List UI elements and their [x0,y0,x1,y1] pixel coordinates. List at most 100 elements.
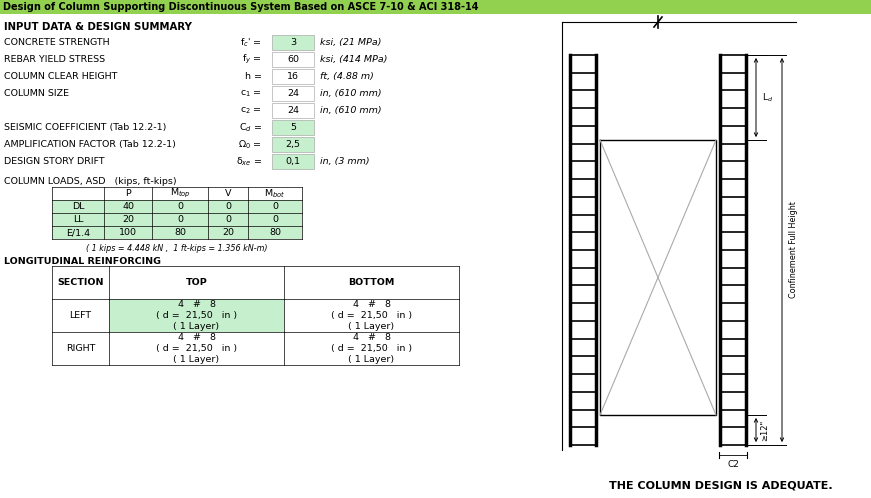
Text: 24: 24 [287,106,299,115]
Text: ( 1 Layer): ( 1 Layer) [348,322,395,331]
Text: 80: 80 [174,228,186,237]
Bar [152,200,207,213]
Text: RIGHT: RIGHT [66,344,95,353]
Text: 4   #   8: 4 # 8 [353,333,390,342]
Bar [272,154,314,169]
Text: c$_1$ =: c$_1$ = [240,88,262,99]
Bar [105,213,152,226]
Text: f$_c$' =: f$_c$' = [240,36,262,49]
Text: in, (3 mm): in, (3 mm) [320,157,369,166]
Text: SEISMIC COEFFICIENT (Tab 12.2-1): SEISMIC COEFFICIENT (Tab 12.2-1) [4,123,166,132]
Bar [152,226,207,239]
Text: COLUMN SIZE: COLUMN SIZE [4,89,69,98]
Bar [272,35,314,50]
Bar [248,226,301,239]
Bar [52,213,104,226]
Bar [272,69,314,84]
Text: 100: 100 [119,228,137,237]
Text: ( 1 Layer): ( 1 Layer) [173,322,219,331]
Text: C2: C2 [727,460,739,469]
Text: SECTION: SECTION [57,278,104,287]
Bar [272,137,314,152]
Bar [208,200,247,213]
Text: AMPLIFICATION FACTOR (Tab 12.2-1): AMPLIFICATION FACTOR (Tab 12.2-1) [4,140,176,149]
Bar [109,299,284,332]
Bar [272,86,314,101]
Bar [208,226,247,239]
Text: THE COLUMN DESIGN IS ADEQUATE.: THE COLUMN DESIGN IS ADEQUATE. [609,480,833,490]
Text: Design of Column Supporting Discontinuous System Based on ASCE 7-10 & ACI 318-14: Design of Column Supporting Discontinuou… [3,2,478,12]
Text: 20: 20 [222,228,234,237]
Text: in, (610 mm): in, (610 mm) [320,89,381,98]
Bar [152,213,207,226]
Text: 4   #   8: 4 # 8 [178,333,215,342]
Text: f$_y$ =: f$_y$ = [242,53,262,66]
Text: ( d =  21,50   in ): ( d = 21,50 in ) [156,344,237,353]
Text: 0: 0 [177,202,183,211]
Text: DESIGN STORY DRIFT: DESIGN STORY DRIFT [4,157,105,166]
Text: ksi, (414 MPa): ksi, (414 MPa) [320,55,388,64]
Bar [0,0,871,14]
Bar [272,52,314,67]
Text: REBAR YIELD STRESS: REBAR YIELD STRESS [4,55,105,64]
Text: P: P [125,189,131,198]
Text: E/1.4: E/1.4 [66,228,90,237]
Text: in, (610 mm): in, (610 mm) [320,106,381,115]
Text: M$_{top}$: M$_{top}$ [170,187,191,200]
Text: COLUMN CLEAR HEIGHT: COLUMN CLEAR HEIGHT [4,72,118,81]
Text: ( 1 Layer): ( 1 Layer) [173,355,219,364]
Text: 0: 0 [272,202,278,211]
Bar [272,120,314,135]
Text: 20: 20 [122,215,134,224]
Text: 0: 0 [225,202,231,211]
Text: 0,1: 0,1 [286,157,300,166]
Text: ft, (4.88 m): ft, (4.88 m) [320,72,374,81]
Text: LEFT: LEFT [70,311,91,320]
Text: δ$_{xe}$ =: δ$_{xe}$ = [236,155,262,168]
Text: 3: 3 [290,38,296,47]
Bar [272,103,314,118]
Text: COLUMN LOADS, ASD   (kips, ft-kips): COLUMN LOADS, ASD (kips, ft-kips) [4,176,177,185]
Text: INPUT DATA & DESIGN SUMMARY: INPUT DATA & DESIGN SUMMARY [4,22,192,32]
Text: ( 1 kips = 4.448 kN ,  1 ft-kips = 1.356 kN-m): ( 1 kips = 4.448 kN , 1 ft-kips = 1.356 … [86,244,267,252]
Text: c$_2$ =: c$_2$ = [240,105,262,116]
Text: DL: DL [71,202,84,211]
Text: ( d =  21,50   in ): ( d = 21,50 in ) [331,311,412,320]
Text: BOTTOM: BOTTOM [348,278,395,287]
Text: ( d =  21,50   in ): ( d = 21,50 in ) [156,311,237,320]
Text: 40: 40 [122,202,134,211]
Text: Confinement Full Height: Confinement Full Height [789,202,798,298]
Bar [52,226,104,239]
Text: TOP: TOP [186,278,207,287]
Text: M$_{bot}$: M$_{bot}$ [264,187,286,200]
Text: 0: 0 [272,215,278,224]
Text: ksi, (21 MPa): ksi, (21 MPa) [320,38,381,47]
Text: LL: LL [73,215,84,224]
Text: 24: 24 [287,89,299,98]
Text: 80: 80 [269,228,281,237]
Text: 0: 0 [225,215,231,224]
Text: V: V [225,189,231,198]
Text: Ω$_0$ =: Ω$_0$ = [238,138,262,151]
Text: ≥12": ≥12" [760,419,769,441]
Text: 0: 0 [177,215,183,224]
Text: 4   #   8: 4 # 8 [178,300,215,309]
Text: ( 1 Layer): ( 1 Layer) [348,355,395,364]
Text: 5: 5 [290,123,296,132]
Bar [105,226,152,239]
Text: 60: 60 [287,55,299,64]
Text: 2,5: 2,5 [286,140,300,149]
Text: LONGITUDINAL REINFORCING: LONGITUDINAL REINFORCING [4,256,161,265]
Text: 16: 16 [287,72,299,81]
Text: L$_d$: L$_d$ [762,91,773,104]
Text: h =: h = [245,72,262,81]
Bar [208,213,247,226]
Bar [248,213,301,226]
Text: CONCRETE STRENGTH: CONCRETE STRENGTH [4,38,110,47]
Bar [248,200,301,213]
Text: ( d =  21,50   in ): ( d = 21,50 in ) [331,344,412,353]
Bar [52,200,104,213]
Bar [105,200,152,213]
Text: C$_d$ =: C$_d$ = [239,121,262,134]
Text: 4   #   8: 4 # 8 [353,300,390,309]
